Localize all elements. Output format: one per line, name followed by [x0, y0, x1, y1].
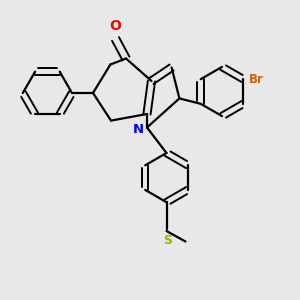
Text: Br: Br: [249, 73, 264, 86]
Text: N: N: [132, 122, 143, 136]
Text: S: S: [164, 234, 172, 247]
Text: O: O: [110, 19, 122, 33]
